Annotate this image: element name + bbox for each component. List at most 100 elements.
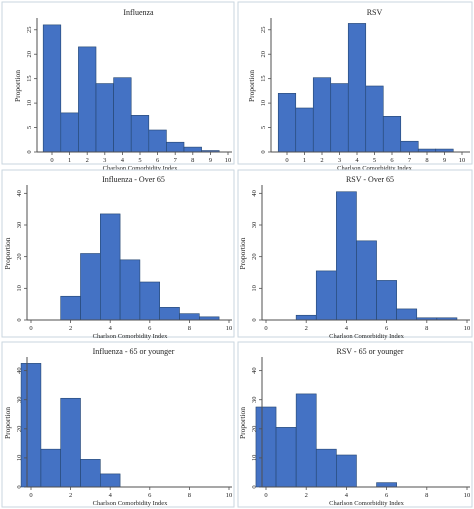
histogram-bar: [183, 146, 202, 153]
y-tick-label: 20: [260, 51, 267, 58]
x-tick-label: 7: [174, 157, 178, 164]
histogram-bar: [382, 116, 402, 153]
histogram-bar: [159, 307, 180, 321]
x-tick-label: 8: [425, 157, 428, 164]
y-tick-label: 30: [16, 396, 23, 403]
x-tick-label: 4: [121, 157, 125, 164]
x-tick-label: 9: [443, 157, 446, 164]
histogram-bar: [130, 115, 150, 153]
x-tick-label: 4: [109, 492, 113, 499]
histogram-bar: [166, 141, 185, 153]
x-tick-label: 10: [464, 325, 471, 332]
chart-panel: Influenza - Over 65 0 10 20 30 40 Proportion 0 2…: [1, 169, 235, 340]
x-axis-label: Charlson Comorbidity Index: [337, 165, 412, 172]
y-tick-label: 0: [251, 318, 258, 321]
y-axis-label: Proportion: [247, 70, 256, 102]
histogram-bar: [295, 314, 317, 321]
x-tick-label: 4: [109, 325, 113, 332]
x-axis-label: Charlson Comorbidity Index: [329, 333, 404, 340]
x-tick-label: 6: [385, 492, 389, 499]
y-tick-label: 10: [26, 100, 33, 107]
y-axis-label: Proportion: [238, 237, 247, 269]
histogram-bar: [60, 295, 81, 321]
y-tick-label: 25: [260, 27, 267, 34]
histogram-bar: [80, 459, 101, 488]
x-tick-label: 1: [68, 157, 71, 164]
histogram-bar: [100, 473, 121, 488]
histogram-bar: [312, 77, 332, 153]
histogram-bar: [255, 406, 277, 488]
x-tick-label: 6: [390, 157, 394, 164]
y-axis-label: Proportion: [13, 70, 22, 102]
x-tick-label: 1: [303, 157, 306, 164]
y-tick-label: 10: [16, 455, 23, 462]
chart-panel: RSV - Over 65 0 10 20 30 40 Proportion 0 2 4 6 8 10 C…: [237, 169, 473, 340]
y-tick-label: 15: [26, 75, 33, 82]
y-tick-label: 40: [16, 190, 23, 197]
histogram-bar: [60, 397, 81, 488]
y-tick-label: 20: [251, 426, 258, 433]
y-tick-label: 30: [251, 222, 258, 229]
x-tick-label: 4: [345, 492, 349, 499]
chart-panel: Influenza - 65 or younger010203040Propor…: [1, 341, 235, 508]
histogram-bar: [42, 24, 62, 153]
chart-title: RSV - 65 or younger: [337, 347, 404, 356]
histogram-bar: [95, 83, 114, 153]
histogram-bar: [330, 83, 349, 153]
y-tick-label: 10: [251, 285, 258, 292]
y-tick-label: 40: [251, 367, 258, 374]
y-tick-label: 5: [260, 126, 267, 129]
y-tick-label: 0: [26, 150, 33, 153]
y-axis-label: Proportion: [3, 407, 12, 439]
y-axis-label: Proportion: [3, 237, 12, 269]
y-tick-label: 40: [251, 190, 258, 197]
histogram-bar: [20, 363, 42, 488]
x-tick-label: 0: [29, 325, 32, 332]
y-tick-label: 20: [251, 253, 258, 260]
histogram-bar: [277, 93, 297, 153]
x-tick-label: 9: [209, 157, 212, 164]
y-tick-label: 0: [260, 150, 267, 153]
histogram-bar: [179, 313, 200, 321]
x-tick-label: 10: [459, 157, 466, 164]
y-tick-label: 0: [16, 485, 23, 488]
histogram-bar: [376, 280, 397, 321]
histogram-bar: [295, 393, 317, 488]
x-axis-label: Charlson Comorbidity Index: [93, 333, 168, 340]
x-tick-label: 10: [226, 492, 233, 499]
x-tick-label: 7: [408, 157, 412, 164]
x-tick-label: 0: [264, 325, 267, 332]
histogram-bar: [347, 23, 367, 153]
y-tick-label: 25: [26, 27, 33, 34]
y-axis-label: Proportion: [238, 407, 247, 439]
y-tick-label: 30: [251, 396, 258, 403]
x-tick-label: 2: [69, 492, 72, 499]
x-tick-label: 0: [264, 492, 267, 499]
chart-title: RSV - Over 65: [346, 175, 394, 184]
x-tick-label: 8: [425, 492, 428, 499]
chart-title: Influenza: [123, 8, 154, 17]
histogram-bar: [336, 454, 357, 488]
x-axis-label: Charlson Comorbidity Index: [329, 500, 404, 507]
chart-panel: RSV - 65 or younger 0 10 20 30 40 Proportion 0 2…: [237, 341, 473, 508]
histogram-bar: [396, 308, 418, 321]
x-axis-label: Charlson Comorbidity Index: [93, 500, 168, 507]
chart-title: Influenza - 65 or younger: [93, 347, 175, 356]
x-tick-label: 3: [338, 157, 341, 164]
y-tick-label: 15: [260, 75, 267, 82]
y-tick-label: 0: [16, 318, 23, 321]
histogram-bar: [60, 112, 79, 153]
histogram-bar: [336, 191, 357, 321]
x-tick-label: 0: [29, 492, 32, 499]
histogram-bar: [78, 46, 97, 153]
x-tick-label: 10: [464, 492, 471, 499]
histogram-bar: [119, 259, 141, 321]
x-tick-label: 6: [385, 325, 389, 332]
histogram-bar: [148, 129, 167, 153]
histogram-bar: [315, 270, 337, 321]
y-tick-label: 40: [16, 367, 23, 374]
y-tick-label: 10: [251, 455, 258, 462]
histogram-bar: [400, 140, 419, 153]
x-tick-label: 3: [103, 157, 106, 164]
